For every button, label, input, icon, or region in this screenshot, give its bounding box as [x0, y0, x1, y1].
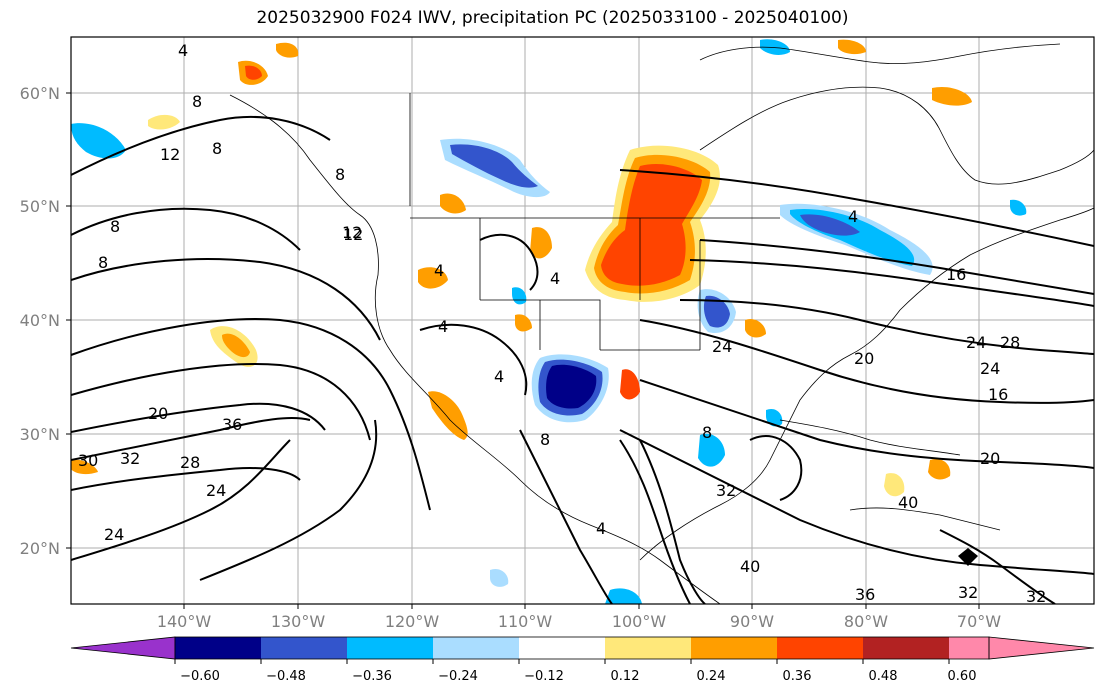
colorbar-label: −0.60 [180, 669, 220, 684]
iwv-contours [71, 115, 1094, 604]
contour-label: 8 [212, 139, 222, 158]
contour-label: 20 [854, 349, 874, 368]
colorbar-label: −0.48 [266, 669, 306, 684]
colorbar-segment [347, 637, 433, 659]
contour-label: 8 [335, 165, 345, 184]
lat-tick-label: 60°N [20, 84, 60, 103]
contour-label: 40 [898, 493, 918, 512]
contour-label: 24 [206, 481, 226, 500]
contour-label: 16 [988, 385, 1008, 404]
colorbar-segment [949, 637, 989, 659]
marker-feature [958, 548, 978, 566]
contour-label: 8 [192, 92, 202, 111]
contour-label: 8 [702, 423, 712, 442]
colorbar-label: 0.24 [697, 669, 726, 684]
coastlines [229, 43, 1094, 604]
contour-label: 36 [222, 415, 242, 434]
colorbar-label: 0.12 [611, 669, 640, 684]
lon-tick-label: 70°W [957, 612, 1001, 631]
lon-tick-label: 140°W [157, 612, 212, 631]
contour-labels: 4 8 12 8 8 12 8 4 4 4 8 20 36 32 28 30 2… [78, 41, 1046, 606]
lon-tick-label: 120°W [385, 612, 440, 631]
tick-marks [66, 92, 980, 609]
longitude-labels: 140°W 130°W 120°W 110°W 100°W 90°W 80°W … [157, 612, 1001, 631]
colorbar-segment [433, 637, 519, 659]
contour-label: 4 [596, 519, 606, 538]
lon-tick-label: 90°W [730, 612, 774, 631]
colorbar-label: −0.24 [438, 669, 478, 684]
contour-label: 32 [716, 481, 736, 500]
contour-label: 12 [342, 223, 362, 242]
contour-label: 24 [104, 525, 124, 544]
colorbar-segment [519, 637, 605, 659]
contour-label: 32 [1026, 587, 1046, 606]
colorbar-segment [777, 637, 863, 659]
contour-label: 8 [110, 217, 120, 236]
lon-tick-label: 80°W [844, 612, 888, 631]
contour-label: 8 [540, 430, 550, 449]
colorbar-label: 0.36 [783, 669, 812, 684]
contour-label: 40 [740, 557, 760, 576]
contour-label: 20 [148, 404, 168, 423]
map-area: 4 8 12 8 8 12 8 4 4 4 8 20 36 32 28 30 2… [71, 37, 1094, 606]
contour-label: 30 [78, 451, 98, 470]
colorbar-segment [261, 637, 347, 659]
latitude-labels: 60°N 50°N 40°N 30°N 20°N [20, 84, 60, 558]
colorbar-label: 0.48 [869, 669, 898, 684]
colorbar-segment [175, 637, 261, 659]
colorbar-label: −0.12 [524, 669, 564, 684]
contour-label: 32 [958, 583, 978, 602]
colorbar: −0.60 −0.48 −0.36 −0.24 −0.12 0.12 0.24 … [70, 636, 1095, 684]
lon-tick-label: 130°W [271, 612, 326, 631]
lat-tick-label: 50°N [20, 197, 60, 216]
contour-label: 4 [494, 367, 504, 386]
precip-shading [71, 39, 1027, 604]
lon-tick-label: 110°W [498, 612, 553, 631]
colorbar-segment [605, 637, 691, 659]
contour-label: 4 [434, 261, 444, 280]
colorbar-label: −0.36 [352, 669, 392, 684]
map-title: 2025032900 F024 IWV, precipitation PC (2… [256, 8, 849, 28]
colorbar-segment [863, 637, 949, 659]
colorbar-over-triangle [988, 636, 1095, 660]
contour-label: 4 [550, 269, 560, 288]
contour-label: 24 [712, 337, 732, 356]
contour-label: 4 [178, 41, 188, 60]
contour-label: 16 [946, 265, 966, 284]
contour-label: 12 [343, 225, 363, 244]
contour-label: 12 [160, 145, 180, 164]
contour-label: 28 [180, 453, 200, 472]
colorbar-label: 0.60 [948, 669, 977, 684]
gridlines [71, 37, 1094, 604]
lat-tick-label: 40°N [20, 311, 60, 330]
colorbar-frame [174, 636, 990, 660]
contour-label: 4 [848, 207, 858, 226]
lon-tick-label: 100°W [612, 612, 667, 631]
contour-label: 24 [966, 333, 986, 352]
colorbar-segment [691, 637, 777, 659]
contour-label: 24 [980, 359, 1000, 378]
lat-tick-label: 30°N [20, 425, 60, 444]
contour-label: 32 [120, 449, 140, 468]
contour-label: 28 [1000, 333, 1020, 352]
lat-tick-label: 20°N [20, 539, 60, 558]
colorbar-under-triangle [70, 636, 176, 660]
contour-label: 20 [980, 449, 1000, 468]
contour-label: 4 [438, 317, 448, 336]
contour-label: 8 [98, 253, 108, 272]
colorbar-ticks [174, 659, 950, 664]
contour-label: 36 [855, 585, 875, 604]
